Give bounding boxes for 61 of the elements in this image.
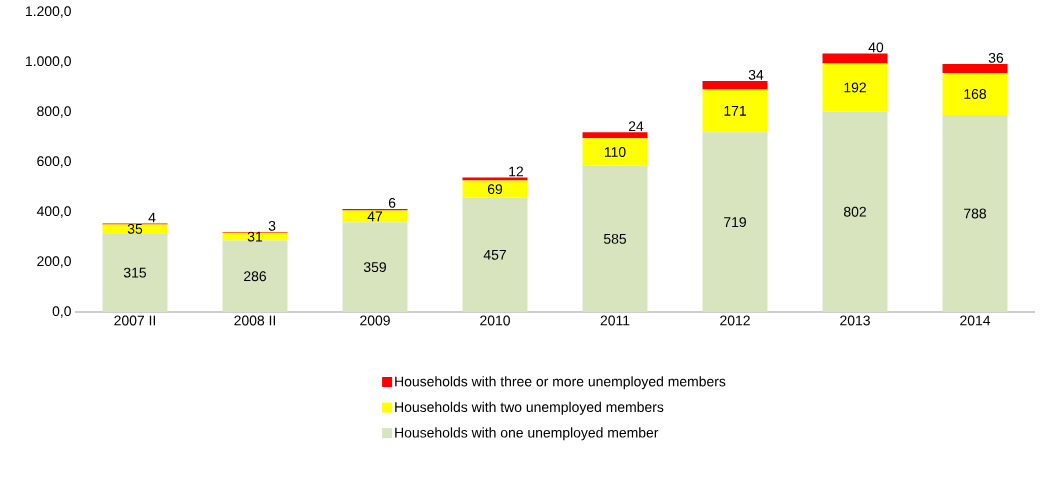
bar [582,165,648,312]
x-tick-label: 2013 [840,315,870,326]
bar [942,64,1008,73]
bar [822,53,888,64]
data-label: 788 [964,208,987,219]
y-tick-label: 600,0 [37,156,71,168]
bar [822,63,888,112]
data-label: 24 [628,121,644,132]
bar [222,232,288,241]
y-tick-label: 1.200,0 [26,6,71,18]
data-label: 802 [843,206,866,217]
bar [582,138,648,166]
legend-label: Households with three or more unemployed members [395,376,726,390]
data-label: 585 [603,233,627,244]
bar [462,197,528,312]
y-tick-label: 400,0 [36,206,71,218]
x-tick-label: 2011 [600,315,630,326]
data-label: 286 [244,271,267,282]
bar [582,132,648,139]
bar [462,180,528,198]
x-tick-label: 2007 II [114,315,156,326]
data-label: 168 [964,89,987,99]
bar [942,115,1008,312]
bar [942,73,1008,115]
x-tick-label: 2008 II [234,315,276,326]
data-label: 171 [724,106,746,116]
y-tick-label: 1.000,0 [26,56,71,68]
y-tick-label: 800,0 [37,106,71,118]
bar [702,81,768,90]
legend-label: Households with one unemployed member [395,427,659,441]
data-label: 719 [724,217,746,228]
data-label: 359 [363,262,386,273]
legend-label: Households with two unemployed members [395,401,664,415]
data-label: 31 [247,231,263,242]
bar [102,233,168,312]
data-label: 40 [868,42,884,53]
bar [222,240,288,312]
bar [462,177,528,181]
data-label: 47 [367,211,383,222]
x-tick-label: 2014 [960,315,991,326]
bar [702,89,768,133]
data-label: 457 [483,250,506,260]
data-label: 34 [748,69,764,80]
data-label: 6 [388,197,396,208]
data-label: 3 [268,220,276,231]
data-label: 69 [487,184,503,195]
y-tick-label: 0,0 [52,306,71,318]
data-label: 35 [127,223,143,234]
data-label: 110 [604,147,626,157]
bar [822,111,888,312]
x-tick-label: 2010 [480,315,510,326]
data-label: 36 [988,52,1004,63]
x-tick-label: 2009 [360,315,390,326]
x-tick-label: 2012 [720,315,750,326]
bar [342,222,408,312]
data-label: 192 [844,82,866,93]
data-label: 12 [509,166,524,177]
data-label: 4 [148,212,156,223]
data-label: 315 [123,267,147,278]
bar [702,132,768,312]
y-tick-label: 200,0 [37,256,71,268]
